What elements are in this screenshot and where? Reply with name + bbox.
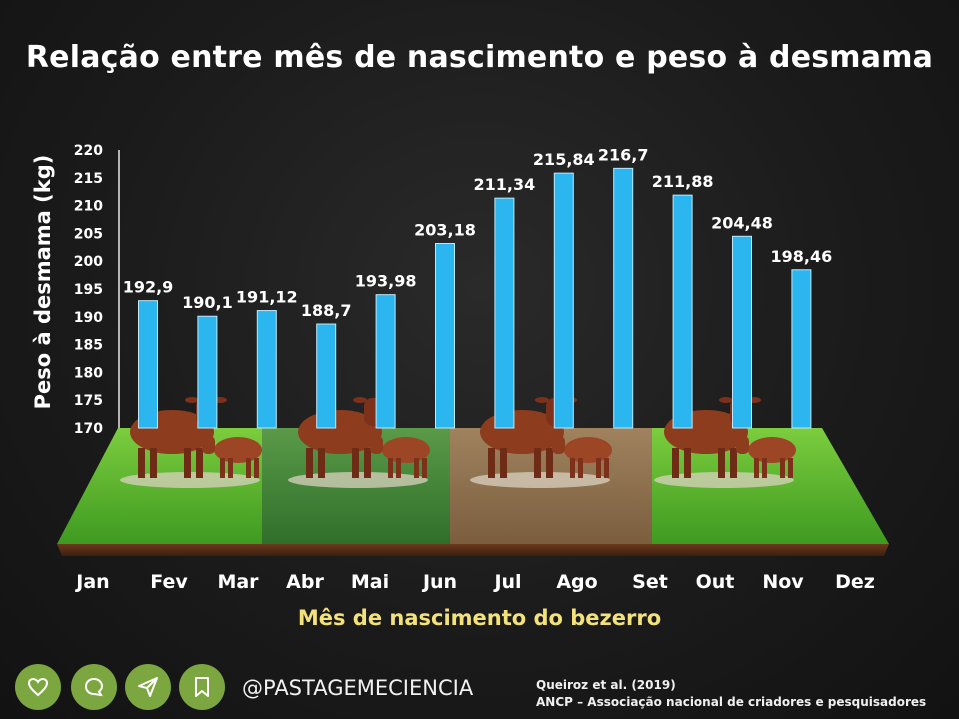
x-tick-label: Fev <box>150 571 188 593</box>
data-label: 215,84 <box>533 150 595 169</box>
x-tick-label: Nov <box>762 571 804 593</box>
data-label: 193,98 <box>355 272 417 291</box>
x-tick-label: Abr <box>286 571 324 593</box>
data-label: 211,88 <box>652 172 714 191</box>
bookmark-button[interactable] <box>179 664 225 710</box>
data-label: 190,1 <box>182 293 233 312</box>
bar-dez <box>791 269 812 429</box>
bar-ago <box>553 172 574 429</box>
data-label: 198,46 <box>771 247 833 266</box>
bar-jan <box>138 300 158 429</box>
bar-fev <box>197 315 218 429</box>
y-tick-label: 220 <box>74 143 103 159</box>
account-handle: @PASTAGEMECIENCIA <box>242 676 474 700</box>
bar-set <box>613 167 634 429</box>
data-label: 192,9 <box>123 278 174 297</box>
y-tick-label: 175 <box>74 393 103 409</box>
bar-mai <box>375 294 396 429</box>
data-label: 211,34 <box>474 175 536 194</box>
source-line-1: Queiroz et al. (2019) <box>536 678 676 692</box>
bookmark-icon <box>195 677 209 697</box>
x-tick-label: Jan <box>74 571 109 593</box>
x-tick-label: Jul <box>492 571 521 593</box>
data-label: 191,12 <box>236 288 298 307</box>
y-tick-label: 205 <box>74 226 103 242</box>
source-line-2: ANCP – Associação nacional de criadores … <box>536 695 927 709</box>
y-tick-label: 200 <box>74 254 103 270</box>
bar-jun <box>435 243 455 429</box>
bar-jul <box>494 197 515 429</box>
comment-button[interactable] <box>71 664 117 710</box>
x-tick-label: Out <box>696 571 735 593</box>
x-tick-label: Dez <box>835 571 875 593</box>
data-label: 188,7 <box>301 301 352 320</box>
bar-abr <box>316 323 337 429</box>
y-axis-label: Peso à desmama (kg) <box>31 155 55 410</box>
like-button[interactable] <box>15 664 61 710</box>
y-tick-label: 195 <box>74 282 103 298</box>
share-icon <box>138 677 158 697</box>
y-tick-label: 170 <box>74 421 103 437</box>
x-tick-label: Set <box>632 571 668 593</box>
heart-icon <box>27 677 49 697</box>
y-tick-label: 210 <box>74 199 103 215</box>
x-axis-ticks: Jan Fev Mar Abr Mai Jun Jul Ago Set Out Nov Dez <box>74 571 875 593</box>
chart-title: Relação entre mês de nascimento e peso à… <box>25 40 934 75</box>
y-axis-ticks: 170 175 180 185 190 195 200 205 210 215 220 <box>74 143 103 437</box>
y-tick-label: 180 <box>74 365 103 381</box>
bar-mar <box>256 310 277 429</box>
data-label: 216,7 <box>598 145 649 164</box>
bars <box>138 167 812 429</box>
data-label: 203,18 <box>414 221 476 240</box>
x-tick-label: Ago <box>556 571 597 593</box>
x-tick-label: Mar <box>217 571 259 593</box>
x-tick-label: Mai <box>351 571 389 593</box>
source-citation: Queiroz et al. (2019) ANCP – Associação … <box>536 677 926 711</box>
y-tick-label: 215 <box>74 171 103 187</box>
y-tick-label: 185 <box>74 338 103 354</box>
comment-icon <box>84 677 104 697</box>
data-label: 204,48 <box>711 213 773 232</box>
bar-nov <box>732 235 752 429</box>
x-tick-label: Jun <box>421 571 457 593</box>
share-button[interactable] <box>125 664 171 710</box>
bar-out <box>672 194 693 429</box>
y-tick-label: 190 <box>74 310 103 326</box>
x-axis-label: Mês de nascimento do bezerro <box>297 606 662 630</box>
